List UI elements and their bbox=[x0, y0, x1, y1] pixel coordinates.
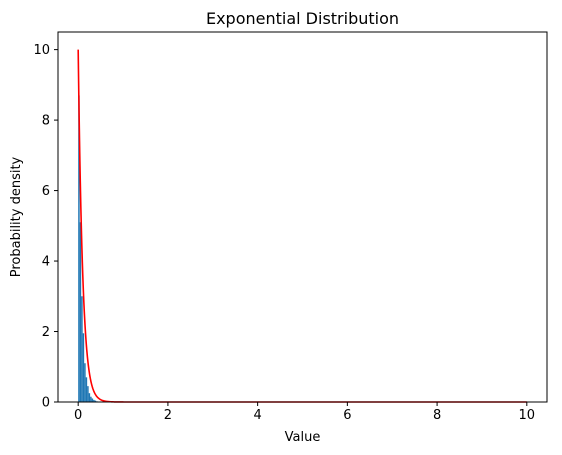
histogram-bar bbox=[94, 400, 97, 402]
y-axis: 0 2 4 6 8 10 bbox=[33, 43, 58, 411]
chart-title: Exponential Distribution bbox=[206, 9, 399, 28]
histogram-bar bbox=[88, 393, 91, 402]
histogram-bar bbox=[93, 399, 95, 402]
x-tick-label: 0 bbox=[74, 408, 82, 423]
x-tick-label: 4 bbox=[253, 408, 261, 423]
y-axis-label: Probability density bbox=[9, 156, 24, 277]
histogram-bar bbox=[84, 363, 86, 402]
y-tick-label: 10 bbox=[33, 43, 50, 58]
x-tick-label: 6 bbox=[343, 408, 351, 423]
y-tick-label: 2 bbox=[42, 325, 50, 340]
x-tick-label: 8 bbox=[433, 408, 441, 423]
histogram-bar bbox=[91, 398, 94, 402]
histogram-bar bbox=[81, 296, 83, 402]
x-tick-label: 10 bbox=[519, 408, 536, 423]
y-tick-label: 6 bbox=[42, 184, 50, 199]
histogram-bar bbox=[85, 377, 88, 402]
x-tick-label: 2 bbox=[164, 408, 172, 423]
histogram-bar bbox=[78, 95, 80, 402]
histogram-bar bbox=[79, 222, 82, 402]
y-tick-label: 0 bbox=[42, 396, 50, 411]
histogram-bar bbox=[90, 396, 92, 402]
histogram-bar bbox=[82, 333, 85, 402]
axes-frame bbox=[57, 31, 548, 403]
x-axis: 0 2 4 6 8 10 bbox=[74, 402, 535, 423]
x-axis-label: Value bbox=[285, 430, 321, 445]
histogram-bar bbox=[87, 386, 89, 402]
y-tick-label: 4 bbox=[42, 255, 50, 270]
y-tick-label: 8 bbox=[42, 114, 50, 129]
